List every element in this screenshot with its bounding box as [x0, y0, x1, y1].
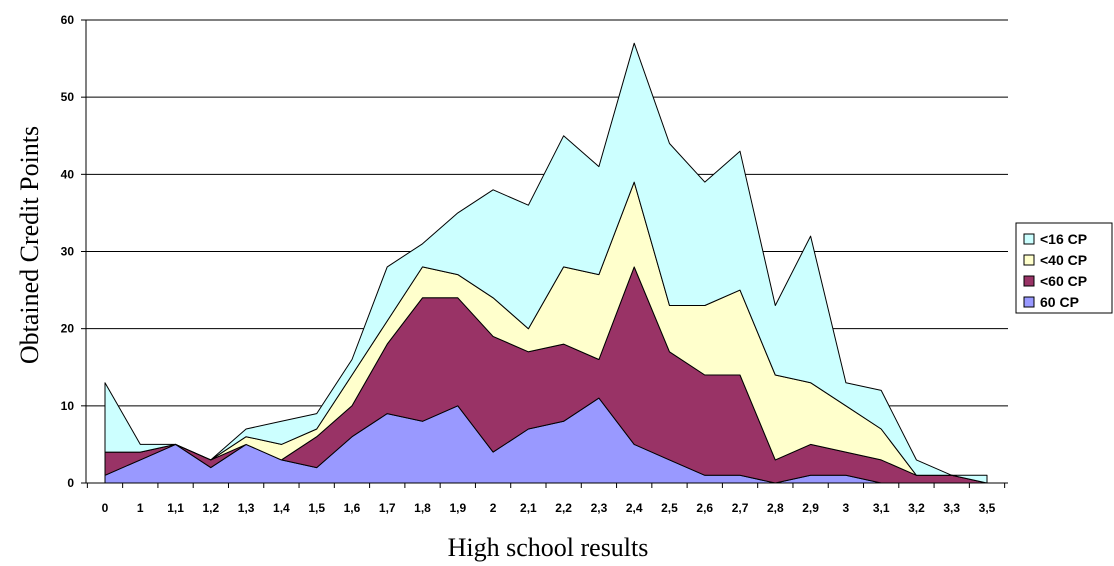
x-tick-label: 3: [843, 501, 850, 515]
x-tick-label: 2,8: [767, 501, 784, 515]
legend-swatch: [1023, 254, 1035, 266]
x-tick-label: 2,9: [802, 501, 819, 515]
y-tick-label: 20: [61, 322, 75, 336]
legend-swatch: [1023, 296, 1035, 308]
y-tick-label: 50: [61, 90, 75, 104]
legend-swatch: [1023, 233, 1035, 245]
x-tick-label: 2: [490, 501, 497, 515]
x-tick-label: 3,3: [943, 501, 960, 515]
x-tick-label: 2,2: [555, 501, 572, 515]
x-tick-labels: 0 1 1,1 1,2 1,3 1,4 1,5 1,6 1,7 1,8 1,9 2 2,1 2,2 2,3 2…: [102, 501, 996, 515]
x-tick-label: 2,5: [661, 501, 678, 515]
x-tick-label: 3,5: [979, 501, 996, 515]
x-tick-label: 1,8: [414, 501, 431, 515]
x-tick-label: 1,2: [202, 501, 219, 515]
y-tick-label: 40: [61, 167, 75, 181]
x-tick-label: 1,3: [238, 501, 255, 515]
x-tick-label: 1,7: [379, 501, 396, 515]
legend-label: <60 CP: [1040, 273, 1087, 289]
y-tick-label: 60: [61, 13, 75, 27]
x-tick-label: 3,1: [873, 501, 890, 515]
x-tick-label: 3,2: [908, 501, 925, 515]
y-axis-title: Obtained Credit Points: [15, 126, 44, 364]
x-tick-label: 1,9: [449, 501, 466, 515]
x-tick-label: 1,1: [167, 501, 184, 515]
x-tick-label: 1,6: [344, 501, 361, 515]
legend-label: <40 CP: [1040, 252, 1087, 268]
legend: <16 CP <40 CP <60 CP 60 CP: [1015, 222, 1113, 314]
x-tick-label: 2,6: [696, 501, 713, 515]
area-series: [104, 42, 988, 484]
x-tick-label: 0: [102, 501, 109, 515]
y-tick-label: 30: [61, 245, 75, 259]
x-tick-label: 1: [137, 501, 144, 515]
x-tick-label: 2,4: [626, 501, 643, 515]
y-tick-label: 10: [61, 399, 75, 413]
x-axis-title: High school results: [448, 533, 649, 562]
legend-label: <16 CP: [1040, 231, 1087, 247]
legend-swatch: [1023, 275, 1035, 287]
x-tick-label: 2,3: [591, 501, 608, 515]
y-tick-labels: 0 10 20 30 40 50 60: [61, 13, 75, 490]
x-tick-label: 1,4: [273, 501, 290, 515]
axes: [81, 19, 1008, 488]
x-tick-label: 2,7: [732, 501, 749, 515]
y-tick-label: 0: [67, 476, 74, 490]
legend-label: 60 CP: [1040, 294, 1079, 310]
x-tick-label: 1,5: [308, 501, 325, 515]
x-tick-label: 2,1: [520, 501, 537, 515]
